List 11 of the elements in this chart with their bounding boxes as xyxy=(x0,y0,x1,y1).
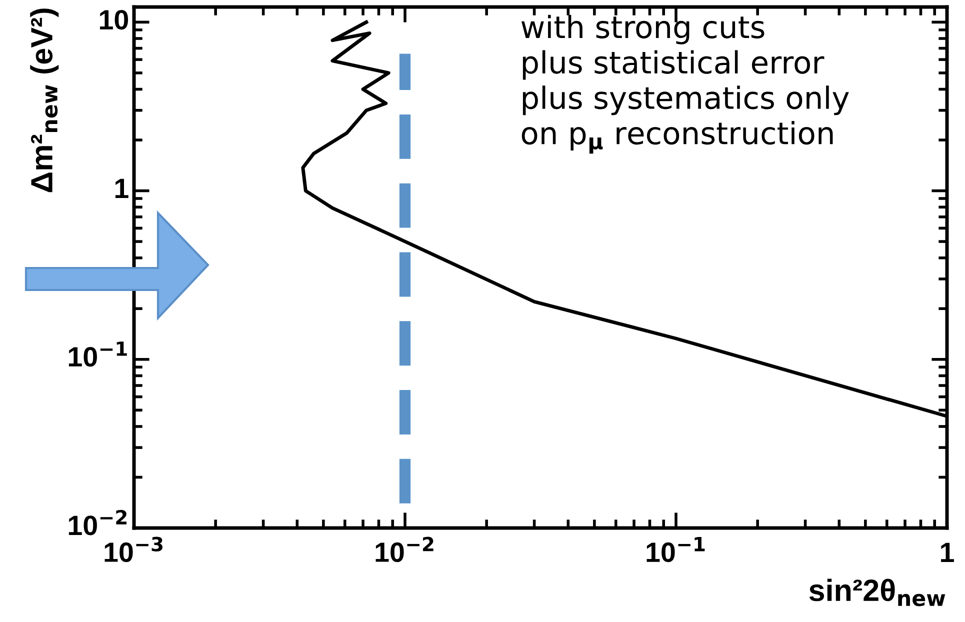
x-tick-label: 10$^{−3}$ xyxy=(104,536,162,562)
y-tick-label: 10$^{−1}$ xyxy=(68,342,127,367)
x-tick-label: 10$^{−1}$ xyxy=(646,537,705,562)
x-tick-label: 1 xyxy=(941,542,954,562)
y-tick-label: 10 xyxy=(100,10,128,30)
y-tick-label: 1 xyxy=(115,178,128,198)
x-tick-label: 10$^{−2}$ xyxy=(376,536,434,562)
y-tick-label: 10$^{−2}$ xyxy=(68,510,126,536)
annotation: with strong cuts plus statistical error plus systematics only on p$_{μ}$ reconstruction xyxy=(521,14,849,154)
y-axis-title: Δm²$_{new}$ (eV²) xyxy=(30,8,59,192)
x-axis-title: sin²2θ$_{new}$ xyxy=(809,578,946,606)
